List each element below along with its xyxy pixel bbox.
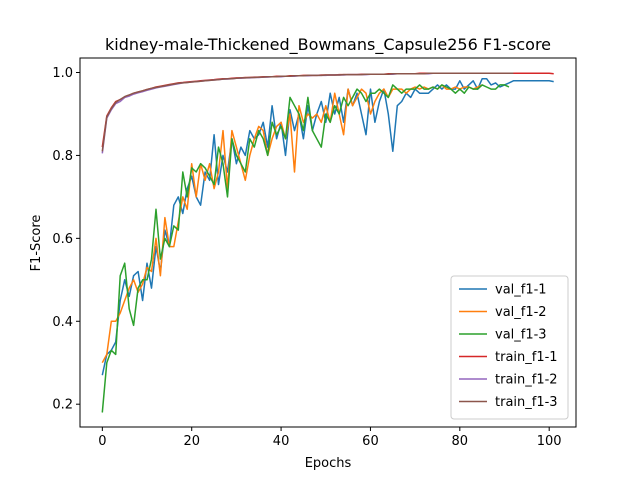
legend-label-train_f1-2: train_f1-2 bbox=[495, 373, 558, 388]
plot-lines bbox=[101, 72, 554, 413]
legend-label-val_f1-1: val_f1-1 bbox=[495, 283, 547, 298]
x-axis-ticks: 0 20 40 60 80 100 bbox=[98, 427, 562, 449]
legend-label-train_f1-1: train_f1-1 bbox=[495, 350, 558, 365]
x-tick-label: 40 bbox=[273, 434, 290, 449]
y-tick-label: 0.4 bbox=[52, 315, 73, 330]
series-line-val_f1-2 bbox=[101, 84, 483, 364]
legend-label-val_f1-2: val_f1-2 bbox=[495, 305, 547, 320]
legend: val_f1-1 val_f1-2 val_f1-3 train_f1-1 train_… bbox=[450, 275, 569, 420]
y-axis-label: F1-Score bbox=[29, 215, 44, 272]
series-line-train_f1-3 bbox=[101, 72, 514, 152]
x-tick-label: 0 bbox=[98, 434, 106, 449]
chart-title: kidney-male-Thickened_Bowmans_Capsule256… bbox=[105, 35, 551, 55]
legend-label-train_f1-3: train_f1-3 bbox=[495, 395, 558, 410]
legend-label-val_f1-3: val_f1-3 bbox=[495, 328, 547, 343]
x-axis-label: Epochs bbox=[305, 456, 352, 471]
y-tick-label: 0.8 bbox=[52, 149, 73, 164]
y-tick-label: 0.2 bbox=[52, 398, 73, 413]
x-tick-label: 80 bbox=[452, 434, 469, 449]
plot-frame bbox=[79, 57, 577, 428]
x-tick-label: 20 bbox=[183, 434, 200, 449]
x-tick-label: 60 bbox=[362, 434, 379, 449]
x-tick-label: 100 bbox=[537, 434, 562, 449]
y-tick-label: 1.0 bbox=[52, 66, 73, 81]
y-axis-ticks: 0.2 0.4 0.6 0.8 1.0 bbox=[52, 66, 80, 413]
series-line-val_f1-3 bbox=[101, 84, 510, 413]
y-tick-label: 0.6 bbox=[52, 232, 73, 247]
